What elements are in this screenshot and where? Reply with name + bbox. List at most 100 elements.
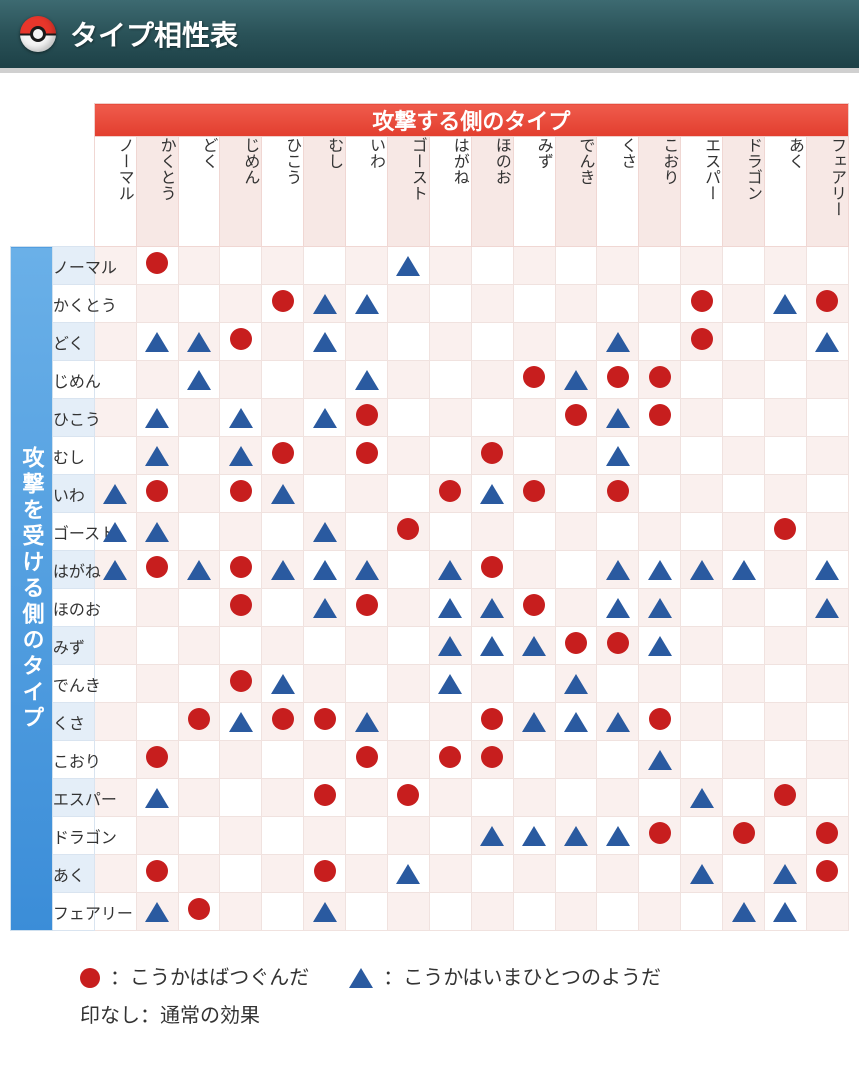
matrix-cell [681, 893, 723, 931]
super-effective-icon [356, 594, 378, 616]
matrix-cell [471, 627, 513, 665]
matrix-cell [220, 817, 262, 855]
matrix-cell [471, 741, 513, 779]
matrix-cell [681, 247, 723, 285]
not-very-effective-icon [648, 598, 672, 618]
matrix-cell [513, 893, 555, 931]
matrix-cell [597, 437, 639, 475]
super-effective-icon [146, 746, 168, 768]
column-label: ゴースト [388, 137, 430, 247]
matrix-cell [555, 247, 597, 285]
matrix-cell [429, 779, 471, 817]
matrix-cell [220, 589, 262, 627]
matrix-cell [388, 779, 430, 817]
not-very-effective-icon [313, 522, 337, 542]
matrix-cell [178, 855, 220, 893]
matrix-cell [806, 513, 848, 551]
matrix-cell [681, 399, 723, 437]
matrix-cell [94, 475, 136, 513]
matrix-cell [681, 627, 723, 665]
matrix-cell [806, 437, 848, 475]
matrix-cell [429, 741, 471, 779]
not-very-effective-icon [355, 712, 379, 732]
matrix-cell [723, 703, 765, 741]
super-effective-icon [691, 290, 713, 312]
matrix-cell [471, 589, 513, 627]
matrix-cell [220, 551, 262, 589]
row-label: ノーマル [52, 247, 94, 285]
matrix-cell [304, 665, 346, 703]
matrix-cell [220, 893, 262, 931]
not-very-effective-icon [606, 446, 630, 466]
matrix-cell [597, 703, 639, 741]
super-effective-icon [649, 822, 671, 844]
matrix-cell [178, 437, 220, 475]
matrix-cell [806, 361, 848, 399]
matrix-cell [555, 855, 597, 893]
not-very-effective-icon [313, 332, 337, 352]
matrix-cell [178, 513, 220, 551]
super-effective-icon [272, 290, 294, 312]
matrix-cell [220, 437, 262, 475]
column-label: フェアリー [806, 137, 848, 247]
super-effective-icon [146, 556, 168, 578]
row-label: あく [52, 855, 94, 893]
super-effective-icon [649, 708, 671, 730]
not-very-effective-icon [564, 674, 588, 694]
matrix-cell [388, 855, 430, 893]
matrix-cell [597, 893, 639, 931]
not-very-effective-icon [773, 294, 797, 314]
matrix-cell [178, 817, 220, 855]
column-label: ドラゴン [723, 137, 765, 247]
super-effective-icon [649, 404, 671, 426]
row-label: フェアリー [52, 893, 94, 931]
super-effective-icon [816, 860, 838, 882]
matrix-cell [639, 627, 681, 665]
matrix-cell [723, 551, 765, 589]
not-very-effective-icon [480, 598, 504, 618]
column-label: みず [513, 137, 555, 247]
super-effective-icon [230, 328, 252, 350]
not-very-effective-icon [229, 408, 253, 428]
matrix-cell [639, 247, 681, 285]
not-very-effective-icon [355, 560, 379, 580]
super-effective-icon [649, 366, 671, 388]
matrix-cell [597, 627, 639, 665]
matrix-cell [765, 513, 807, 551]
matrix-cell [597, 323, 639, 361]
not-very-effective-icon [313, 902, 337, 922]
legend-circle-icon [80, 968, 100, 988]
matrix-cell [513, 589, 555, 627]
matrix-cell [513, 817, 555, 855]
matrix-cell [178, 285, 220, 323]
matrix-cell [806, 323, 848, 361]
matrix-cell [429, 285, 471, 323]
matrix-cell [555, 893, 597, 931]
matrix-cell [346, 437, 388, 475]
super-effective-icon [523, 594, 545, 616]
matrix-cell [723, 513, 765, 551]
matrix-cell [388, 285, 430, 323]
matrix-cell [136, 475, 178, 513]
super-effective-icon [481, 442, 503, 464]
super-effective-icon [146, 860, 168, 882]
matrix-cell [262, 285, 304, 323]
matrix-cell [471, 551, 513, 589]
matrix-cell [765, 475, 807, 513]
matrix-cell [429, 589, 471, 627]
matrix-cell [388, 323, 430, 361]
not-very-effective-icon [103, 522, 127, 542]
matrix-cell [471, 323, 513, 361]
not-very-effective-icon [313, 408, 337, 428]
row-label: どく [52, 323, 94, 361]
matrix-cell [136, 779, 178, 817]
not-very-effective-icon [271, 674, 295, 694]
matrix-cell [178, 247, 220, 285]
matrix-cell [178, 589, 220, 627]
matrix-cell [639, 551, 681, 589]
row-label: かくとう [52, 285, 94, 323]
matrix-cell [178, 551, 220, 589]
column-label: エスパー [681, 137, 723, 247]
matrix-cell [471, 247, 513, 285]
not-very-effective-icon [438, 674, 462, 694]
